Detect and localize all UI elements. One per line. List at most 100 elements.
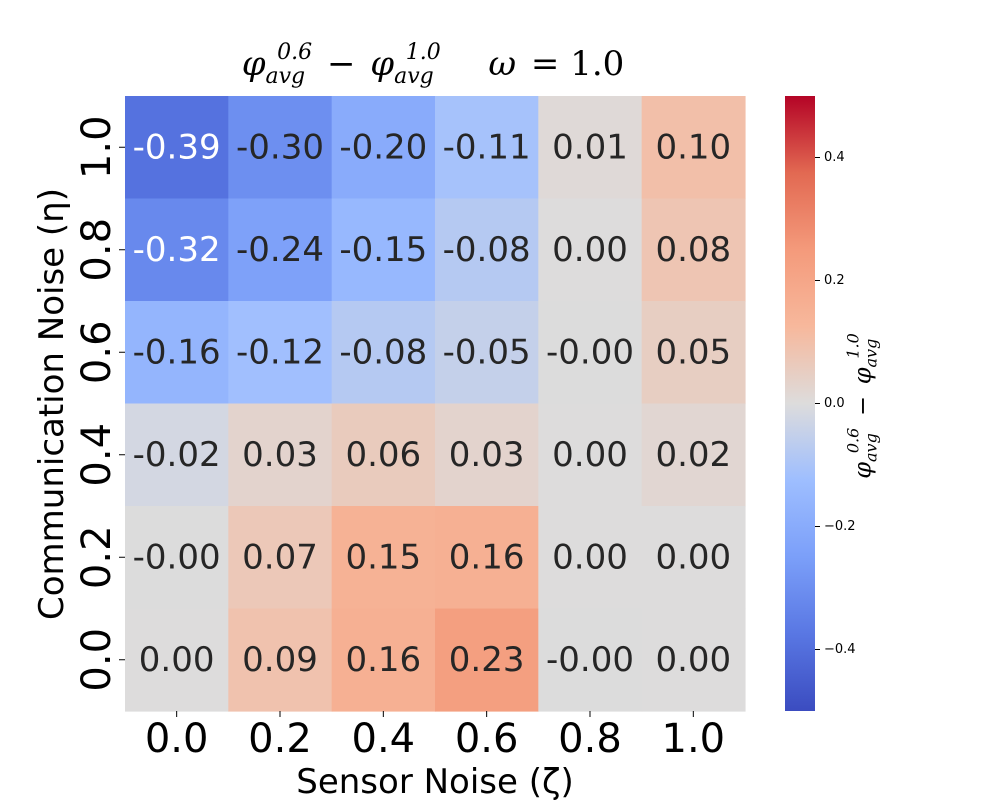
- cell-value-label: -0.30: [236, 127, 324, 167]
- cell-value-label: 0.00: [655, 640, 731, 680]
- heatmap-cell: [641, 403, 746, 507]
- cell-value-label: 0.03: [242, 435, 318, 475]
- y-tick-label: 0.6: [74, 320, 120, 384]
- heatmap-cell: [125, 608, 229, 712]
- cell-value-label: -0.12: [236, 332, 324, 372]
- cell-value-label: 0.08: [655, 230, 731, 270]
- cell-value-label: 0.02: [655, 435, 731, 475]
- cbar-label-rhs-superscript: 1.0: [843, 333, 863, 359]
- cell-value-label: 0.10: [655, 127, 731, 167]
- heatmap-cell: [331, 198, 436, 302]
- heatmap-cell: [125, 506, 229, 610]
- cbar-label-operator: −: [848, 395, 877, 417]
- cell-value-label: 0.16: [345, 640, 421, 680]
- x-axis: 0.0 0.2 0.4 0.6 0.8 1.0: [145, 711, 725, 762]
- title-lhs-subscript: avg: [265, 64, 306, 89]
- cell-value-label: 0.00: [552, 435, 628, 475]
- heatmap-cell: [641, 608, 746, 712]
- colorbar-tick-label: −0.4: [824, 642, 856, 657]
- y-tick-label: 0.8: [74, 218, 120, 282]
- colorbar-tick-label: 0.4: [824, 150, 845, 165]
- title-param-symbol: ω: [488, 44, 517, 84]
- colorbar-ticks: 0.4 0.2 0.0 −0.2 −0.4: [815, 150, 856, 657]
- colorbar-tick-label: 0.0: [824, 396, 845, 411]
- cell-value-label: 0.23: [449, 640, 525, 680]
- cell-value-label: -0.05: [443, 332, 531, 372]
- x-tick-label: 0.0: [145, 716, 209, 762]
- cbar-label-lhs-symbol: φ: [848, 461, 877, 479]
- cell-value-label: 0.03: [449, 435, 525, 475]
- cbar-label-lhs-subscript: avg: [861, 433, 881, 462]
- cell-value-label: 0.01: [552, 127, 628, 167]
- x-tick-label: 0.6: [455, 716, 519, 762]
- heatmap-cell: [228, 506, 333, 610]
- cell-value-label: 0.00: [139, 640, 215, 680]
- heatmap-cell: [228, 403, 333, 507]
- heatmap-cell: [331, 608, 436, 712]
- y-tick-label: 1.0: [74, 115, 120, 179]
- heatmap-cell: [331, 403, 436, 507]
- cell-value-label: -0.00: [546, 332, 634, 372]
- x-axis-label: Sensor Noise (ζ): [296, 762, 574, 800]
- title-lhs-symbol: φ: [241, 44, 266, 84]
- heatmap-cell: [538, 608, 643, 712]
- y-tick-label: 0.2: [74, 525, 120, 589]
- heatmap-cell: [641, 301, 746, 405]
- cell-value-label: 0.16: [449, 537, 525, 577]
- cell-value-label: -0.08: [339, 332, 427, 372]
- cell-value-label: -0.24: [236, 230, 324, 270]
- cell-value-label: 0.00: [552, 537, 628, 577]
- heatmap-cell: [434, 608, 539, 712]
- heatmap-cell: [434, 403, 539, 507]
- heatmap-cell: [228, 96, 333, 200]
- cell-value-label: 0.07: [242, 537, 318, 577]
- heatmap-cell: [228, 608, 333, 712]
- y-tick-label: 0.0: [74, 628, 120, 692]
- heatmap-cell: [125, 198, 229, 302]
- cell-value-label: -0.39: [133, 127, 221, 167]
- cbar-label-rhs-symbol: φ: [848, 367, 877, 385]
- heatmap-cell: [125, 403, 229, 507]
- heatmap-cell: [538, 506, 643, 610]
- chart-title: φavg0.6 − φavg1.0 ω = 1.0: [125, 40, 745, 89]
- heatmap-cell: [434, 506, 539, 610]
- title-rhs-symbol: φ: [370, 44, 395, 84]
- colorbar: [785, 96, 815, 711]
- heatmap-cell: [125, 301, 229, 405]
- cell-value-label: -0.32: [133, 230, 221, 270]
- heatmap-cell: [641, 96, 746, 200]
- heatmap-cell: [331, 96, 436, 200]
- cell-value-label: 0.06: [345, 435, 421, 475]
- cell-value-label: -0.00: [546, 640, 634, 680]
- colorbar-tick-label: −0.2: [824, 519, 856, 534]
- heatmap-cell: [228, 198, 333, 302]
- title-lhs-superscript: 0.6: [277, 40, 313, 65]
- x-tick-label: 1.0: [662, 716, 726, 762]
- cbar-label-lhs-superscript: 0.6: [843, 427, 863, 454]
- heatmap-cell: [434, 301, 539, 405]
- x-tick-label: 0.4: [352, 716, 416, 762]
- cell-value-label: 0.00: [655, 537, 731, 577]
- heatmap-cell: [538, 198, 643, 302]
- heatmap-cells: [125, 96, 746, 712]
- heatmap-cell: [538, 403, 643, 507]
- cell-value-label: 0.05: [655, 332, 731, 372]
- heatmap-cell: [538, 96, 643, 200]
- title-rhs-subscript: avg: [394, 64, 434, 89]
- cell-value-label: -0.02: [133, 435, 221, 475]
- heatmap-cell-labels: -0.39 -0.30 -0.20 -0.11 0.01 0.10 -0.32 -0.24 -0…: [133, 127, 731, 680]
- cbar-label-rhs-subscript: avg: [861, 338, 881, 368]
- heatmap-cell: [125, 96, 229, 200]
- heatmap-cell: [331, 506, 436, 610]
- heatmap-cell: [228, 301, 333, 405]
- heatmap-cell: [434, 198, 539, 302]
- cell-value-label: -0.15: [339, 230, 427, 270]
- title-param-value: = 1.0: [530, 44, 625, 84]
- y-axis: 1.0 0.8 0.6 0.4 0.2 0.0: [74, 115, 125, 692]
- y-axis-label: Communication Noise (η): [32, 188, 72, 620]
- cell-value-label: 0.15: [345, 537, 421, 577]
- cell-value-label: -0.11: [443, 127, 531, 167]
- cell-value-label: -0.16: [133, 332, 221, 372]
- heatmap-cell: [641, 506, 746, 610]
